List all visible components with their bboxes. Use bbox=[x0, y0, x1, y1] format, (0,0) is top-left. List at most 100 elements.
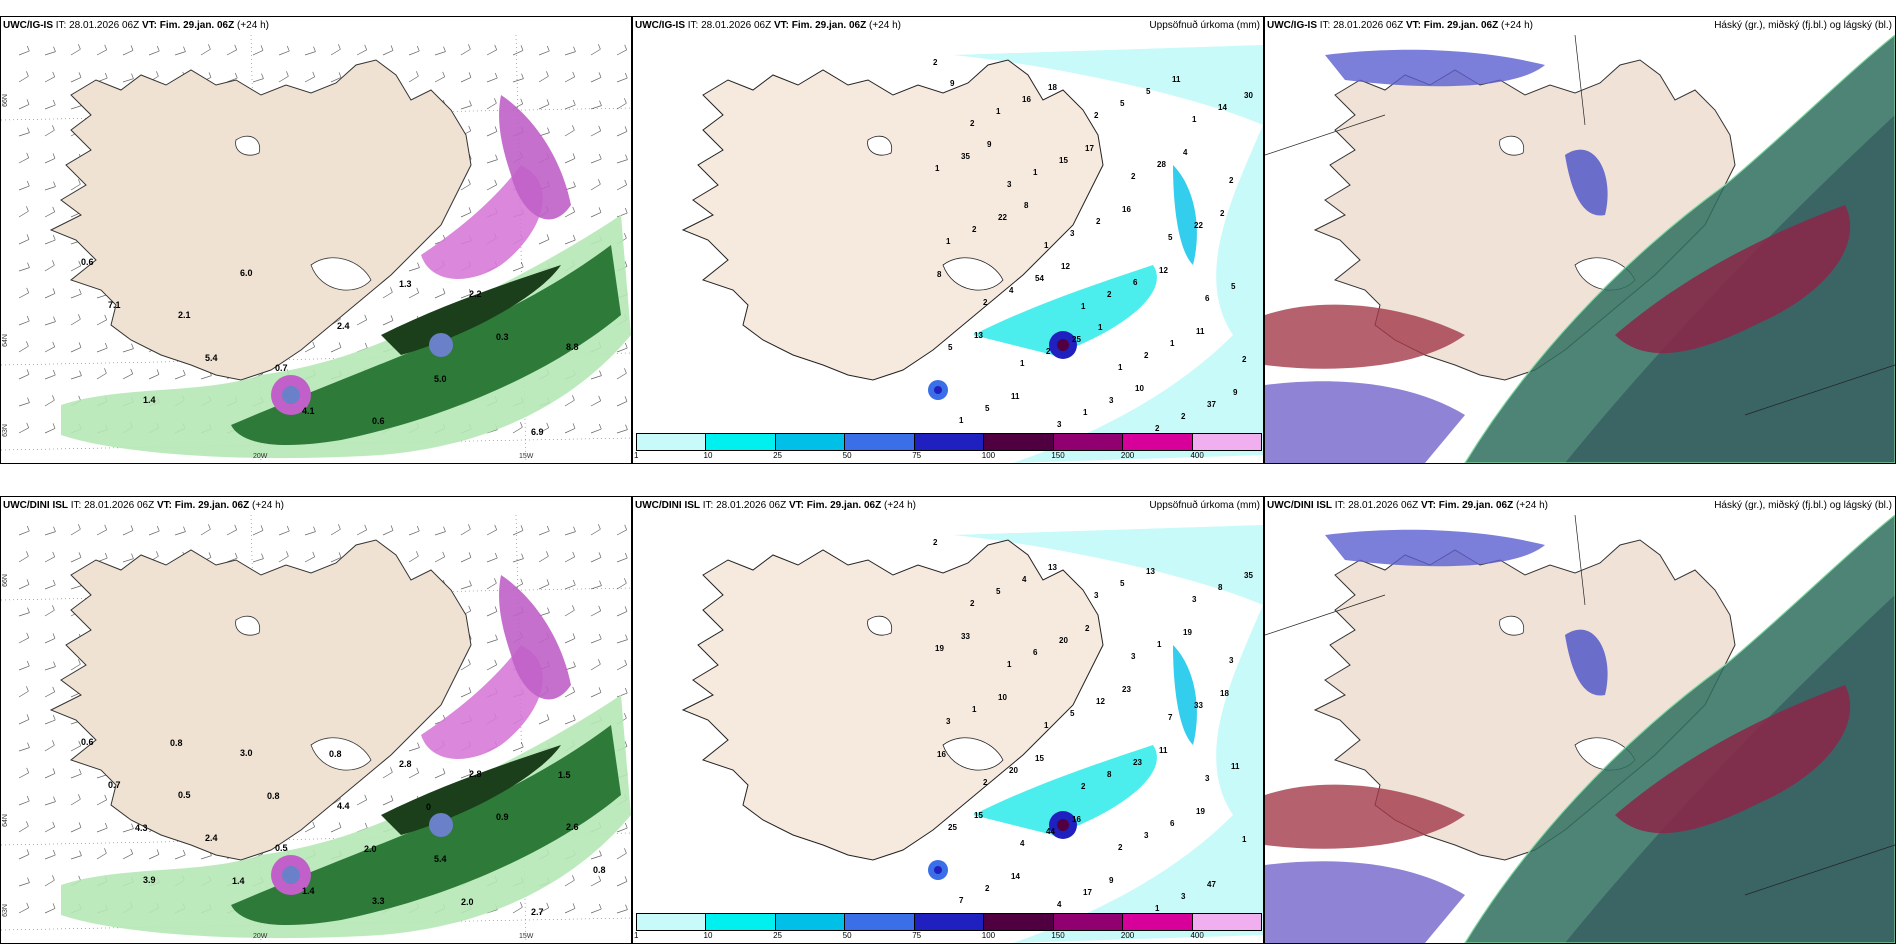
precip-value-label: 1 bbox=[946, 237, 951, 246]
precip-value-label: 11 bbox=[1011, 392, 1020, 401]
precip-value-label: 10 bbox=[1135, 384, 1144, 393]
precip-value-label: 3 bbox=[1007, 180, 1012, 189]
wind-map-graphic: 0.6 2.1 0.7 0.6 2.2 8.8 1.4 6.0 2.4 5.0 6.9 7.1 5.4 4… bbox=[1, 35, 631, 463]
panel-wind-dini: UWC/DINI ISL IT: 28.01.2026 06Z VT: Fim.… bbox=[0, 496, 632, 944]
precip-value-label: 3 bbox=[1192, 595, 1197, 604]
precip-value-label: 22 bbox=[1194, 221, 1203, 230]
colorbar-tick-label: 100 bbox=[981, 451, 996, 460]
colorbar-tick-label: 200 bbox=[1120, 451, 1135, 460]
iceland-landmass bbox=[49, 539, 472, 861]
colorbar-swatch bbox=[1192, 914, 1261, 930]
precip-value-label: 12 bbox=[1061, 262, 1070, 271]
lon-label: 20W bbox=[253, 933, 268, 940]
wind-values: 0.6 0.5 0.5 3.3 2.8 2.6 3.9 3.0 4.4 5.4 2.7 0.7 2.4 1… bbox=[81, 737, 606, 917]
precip-value-label: 54 bbox=[1035, 274, 1044, 283]
glacier-outline bbox=[867, 135, 893, 156]
precip-value-label: 3 bbox=[1070, 229, 1075, 238]
precip-value-label: 13 bbox=[1048, 563, 1057, 572]
precip-value-label: 25 bbox=[948, 823, 957, 832]
wind-value-label: 2.4 bbox=[205, 833, 218, 843]
panel-title: UWC/IG-IS IT: 28.01.2026 06Z VT: Fim. 29… bbox=[3, 20, 269, 31]
cloud-grid bbox=[1265, 35, 1895, 416]
wind-value-label: 2.0 bbox=[364, 844, 377, 854]
precip-value-label: 35 bbox=[961, 152, 970, 161]
precip-value-label: 5 bbox=[1146, 87, 1151, 96]
wind-value-label: 0.6 bbox=[81, 737, 94, 747]
lon-label: 20W bbox=[253, 453, 268, 460]
colorbar-ticks: 1 10 25 50 75 100 150 200 400 bbox=[634, 931, 1262, 942]
precip-value-label: 3 bbox=[1205, 774, 1210, 783]
precip-value-label: 1 bbox=[1170, 339, 1175, 348]
colorbar-tick-label: 150 bbox=[1051, 931, 1065, 940]
precip-value-label: 9 bbox=[1233, 388, 1238, 397]
wind-value-label: 4.3 bbox=[135, 823, 148, 833]
precip-value-label: 16 bbox=[1122, 205, 1131, 214]
cloud-map[interactable] bbox=[1265, 515, 1895, 943]
precip-value-label: 4 bbox=[1057, 900, 1062, 909]
precip-value-label: 2 bbox=[983, 778, 988, 787]
precip-colorbar bbox=[636, 433, 1262, 451]
wind-value-label: 3.9 bbox=[143, 875, 156, 885]
wind-value-label: 2.6 bbox=[566, 822, 579, 832]
precip-value-label: 4 bbox=[1020, 839, 1025, 848]
precip-value-label: 1 bbox=[1098, 323, 1103, 332]
colorbar-swatch bbox=[706, 434, 776, 450]
wind-value-label: 6.9 bbox=[531, 427, 544, 437]
cloud-map[interactable] bbox=[1265, 35, 1895, 463]
precip-value-label: 22 bbox=[998, 213, 1007, 222]
panel-title: UWC/DINI ISL IT: 28.01.2026 06Z VT: Fim.… bbox=[3, 500, 284, 511]
wind-value-label: 1.5 bbox=[558, 770, 571, 780]
colorbar-swatch bbox=[984, 434, 1054, 450]
wind-values: 0.6 2.1 0.7 0.6 2.2 8.8 1.4 6.0 2.4 5.0 6.9 7.1 5.4 4… bbox=[81, 257, 579, 437]
wind-value-label: 2.1 bbox=[178, 310, 191, 320]
cloud-grid bbox=[1265, 515, 1895, 896]
precip-value-label: 5 bbox=[996, 587, 1001, 596]
colorbar-swatch bbox=[637, 434, 707, 450]
wind-value-label: 2.4 bbox=[337, 321, 350, 331]
precip-value-label: 11 bbox=[1172, 75, 1181, 84]
colorbar-tick-label: 50 bbox=[842, 451, 852, 460]
precip-map[interactable]: 2 2 1 1 2 2 1 3 3 3 2 4 4 3 3 7 3 1 7 5 6 5 8 3 3 8 19 1 20 44 17 5 1 33 1… bbox=[633, 515, 1263, 943]
iceland-landmass bbox=[681, 59, 1104, 381]
panel-title: UWC/IG-IS IT: 28.01.2026 06Z VT: Fim. 29… bbox=[1267, 20, 1533, 31]
precip-value-label: 5 bbox=[1120, 99, 1125, 108]
precip-value-label: 1 bbox=[1020, 359, 1025, 368]
precip-value-label: 5 bbox=[1120, 579, 1125, 588]
panel-precip-dini: UWC/DINI ISL IT: 28.01.2026 06Z VT: Fim.… bbox=[632, 496, 1264, 944]
wind-value-label: 8.8 bbox=[566, 342, 579, 352]
panel-title: UWC/DINI ISL IT: 28.01.2026 06Z VT: Fim.… bbox=[635, 500, 916, 511]
precip-value-label: 11 bbox=[1231, 762, 1240, 771]
precip-value-label: 20 bbox=[1059, 636, 1068, 645]
colorbar-tick-label: 25 bbox=[773, 451, 783, 460]
precip-value-label: 2 bbox=[933, 538, 938, 547]
precip-value-label: 1 bbox=[1118, 363, 1123, 372]
lon-label: 15W bbox=[519, 453, 534, 460]
precip-value-label: 9 bbox=[987, 140, 992, 149]
precip-value-label: 3 bbox=[1181, 892, 1186, 901]
panel-title: UWC/IG-IS IT: 28.01.2026 06Z VT: Fim. 29… bbox=[635, 20, 901, 31]
precip-value-label: 1 bbox=[1007, 660, 1012, 669]
colorbar-tick-label: 1 bbox=[634, 931, 639, 940]
colorbar-swatch bbox=[914, 434, 985, 450]
wind-map[interactable]: 0.6 0.5 0.5 3.3 2.8 2.6 3.9 3.0 4.4 5.4 2.7 0.7 2.4 1… bbox=[1, 515, 631, 943]
wind-map[interactable]: 0.6 2.1 0.7 0.6 2.2 8.8 1.4 6.0 2.4 5.0 6.9 7.1 5.4 4… bbox=[1, 35, 631, 463]
precip-value-label: 2 bbox=[933, 58, 938, 67]
precip-value-label: 6 bbox=[1170, 819, 1175, 828]
lon-label: 15W bbox=[519, 933, 534, 940]
precip-map[interactable]: 2 2 3 1 1 1 2 1 2 1 2 1 3 2 2 5 6 2 1 1 1 3 2 2 2 14 1 2 4 2 1 5 28 22 5 5 5… bbox=[633, 35, 1263, 463]
precip-value-label: 8 bbox=[1024, 201, 1029, 210]
colorbar-tick-label: 1 bbox=[634, 451, 639, 460]
panel-subtitle: Uppsöfnuð úrkoma (mm) bbox=[1149, 500, 1260, 511]
precip-value-label: 2 bbox=[1118, 843, 1123, 852]
precip-value-label: 2 bbox=[1155, 424, 1160, 433]
precip-value-label: 6 bbox=[1205, 294, 1210, 303]
precip-value-label: 2 bbox=[1107, 290, 1112, 299]
precip-value-label: 2 bbox=[985, 884, 990, 893]
colorbar-swatch bbox=[706, 914, 776, 930]
precip-value-label: 7 bbox=[1168, 713, 1173, 722]
precip-value-label: 3 bbox=[1057, 420, 1062, 429]
precip-value-label: 14 bbox=[1011, 872, 1020, 881]
precip-value-label: 15 bbox=[974, 811, 983, 820]
precip-value-label: 19 bbox=[1183, 628, 1192, 637]
wind-value-label: 3.3 bbox=[372, 896, 385, 906]
